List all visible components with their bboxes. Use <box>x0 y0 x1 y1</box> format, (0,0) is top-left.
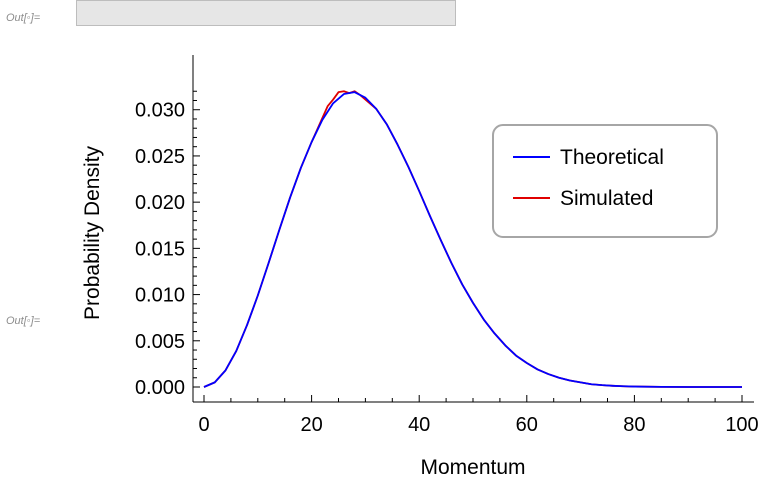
out-label-1: Out[◦]= <box>6 12 41 24</box>
x-tick-label: 0 <box>198 414 209 436</box>
legend-label-theoretical: Theoretical <box>560 146 664 169</box>
x-tick-label: 80 <box>623 414 645 436</box>
x-axis-ticks: 0 20 40 60 80 100 <box>198 395 759 436</box>
y-tick-label: 0.025 <box>135 146 185 168</box>
legend-label-simulated: Simulated <box>560 187 653 210</box>
series-line-theoretical <box>203 91 742 388</box>
y-tick-label: 0.020 <box>135 192 185 214</box>
collapsed-output-cell[interactable] <box>76 0 456 26</box>
series-layer <box>203 90 742 388</box>
x-axis-title: Momentum <box>420 456 525 479</box>
y-tick-label: 0.010 <box>135 285 185 307</box>
x-tick-label: 60 <box>516 414 538 436</box>
x-tick-label: 100 <box>725 414 758 436</box>
y-tick-label: 0.015 <box>135 238 185 260</box>
x-tick-label: 20 <box>300 414 322 436</box>
out-label-2: Out[◦]= <box>6 315 41 327</box>
y-axis-title: Probability Density <box>81 146 104 320</box>
legend-box <box>492 124 718 238</box>
y-tick-label: 0.005 <box>135 331 185 353</box>
y-tick-label: 0.030 <box>135 100 185 122</box>
legend: Theoretical Simulated <box>492 124 718 238</box>
y-axis-ticks: 0.000 0.005 0.010 0.015 0.020 0.025 0.030 <box>135 90 200 399</box>
x-tick-label: 40 <box>408 414 430 436</box>
y-tick-label: 0.000 <box>135 377 185 399</box>
